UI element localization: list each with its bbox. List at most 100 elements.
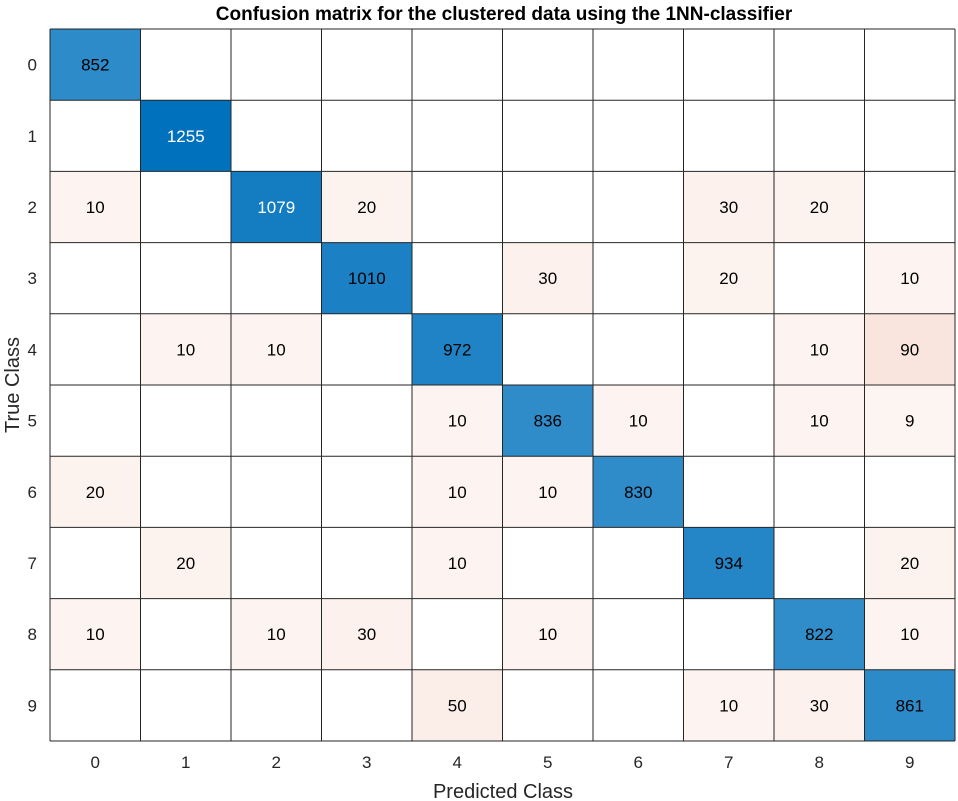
cell-1-5 <box>502 100 593 172</box>
x-tick-8: 8 <box>815 753 824 772</box>
cell-6-9 <box>864 456 955 528</box>
y-tick-3: 3 <box>28 269 37 288</box>
cell-4-9 <box>864 313 955 385</box>
cell-8-7 <box>683 598 774 670</box>
cell-2-1 <box>140 171 231 243</box>
cell-8-5 <box>502 598 593 670</box>
cell-8-0 <box>50 598 141 670</box>
cell-1-2 <box>231 100 322 172</box>
cell-4-3 <box>321 313 412 385</box>
cell-value-4-9: 90 <box>900 340 919 359</box>
cell-value-9-4: 50 <box>448 696 467 715</box>
cell-8-9 <box>864 598 955 670</box>
x-tick-9: 9 <box>905 753 914 772</box>
cell-value-6-6: 830 <box>624 483 652 502</box>
cell-value-7-9: 20 <box>900 554 919 573</box>
cell-5-2 <box>231 385 322 457</box>
cell-0-6 <box>593 29 684 101</box>
cell-5-1 <box>140 385 231 457</box>
cell-4-4 <box>412 313 503 385</box>
cell-value-7-4: 10 <box>448 554 467 573</box>
cell-0-1 <box>140 29 231 101</box>
cell-6-5 <box>502 456 593 528</box>
cell-3-0 <box>50 242 141 314</box>
cell-2-5 <box>502 171 593 243</box>
cell-7-1 <box>140 527 231 599</box>
cell-1-0 <box>50 100 141 172</box>
y-tick-1: 1 <box>28 127 37 146</box>
cell-7-7 <box>683 527 774 599</box>
cell-9-6 <box>593 669 684 741</box>
y-tick-6: 6 <box>28 483 37 502</box>
cell-1-9 <box>864 100 955 172</box>
cell-8-6 <box>593 598 684 670</box>
cell-4-7 <box>683 313 774 385</box>
cell-6-7 <box>683 456 774 528</box>
cell-8-3 <box>321 598 412 670</box>
x-tick-4: 4 <box>453 753 462 772</box>
cell-0-7 <box>683 29 774 101</box>
grid-lines <box>49 28 956 742</box>
cell-value-5-5: 836 <box>534 412 562 431</box>
cell-2-9 <box>864 171 955 243</box>
cell-value-5-9: 9 <box>905 412 914 431</box>
cell-2-3 <box>321 171 412 243</box>
cell-value-9-8: 30 <box>810 696 829 715</box>
cell-value-2-3: 20 <box>357 198 376 217</box>
cell-5-0 <box>50 385 141 457</box>
cell-value-8-9: 10 <box>900 625 919 644</box>
cell-1-8 <box>774 100 865 172</box>
cell-8-2 <box>231 598 322 670</box>
cell-value-2-2: 1079 <box>257 198 295 217</box>
cell-3-9 <box>864 242 955 314</box>
cell-5-5 <box>502 385 593 457</box>
cell-6-6 <box>593 456 684 528</box>
cell-9-8 <box>774 669 865 741</box>
cell-1-4 <box>412 100 503 172</box>
cell-5-9 <box>864 385 955 457</box>
cell-2-6 <box>593 171 684 243</box>
cell-0-4 <box>412 29 503 101</box>
cell-6-0 <box>50 456 141 528</box>
cell-value-3-5: 30 <box>538 269 557 288</box>
cell-2-4 <box>412 171 503 243</box>
cell-1-3 <box>321 100 412 172</box>
cell-8-4 <box>412 598 503 670</box>
cell-4-8 <box>774 313 865 385</box>
cell-6-3 <box>321 456 412 528</box>
cell-7-2 <box>231 527 322 599</box>
cell-2-7 <box>683 171 774 243</box>
cell-7-4 <box>412 527 503 599</box>
cell-value-4-8: 10 <box>810 340 829 359</box>
x-axis-label: Predicted Class <box>433 781 573 801</box>
cell-value-9-7: 10 <box>719 696 738 715</box>
x-tick-labels: 0 1 2 3 4 5 6 7 8 9 <box>91 753 915 772</box>
cell-3-4 <box>412 242 503 314</box>
cell-1-1 <box>140 100 231 172</box>
cell-4-5 <box>502 313 593 385</box>
cell-7-8 <box>774 527 865 599</box>
cell-0-9 <box>864 29 955 101</box>
cell-6-2 <box>231 456 322 528</box>
cell-7-3 <box>321 527 412 599</box>
cell-value-8-8: 822 <box>805 625 833 644</box>
cell-value-4-2: 10 <box>267 340 286 359</box>
y-tick-0: 0 <box>28 56 37 75</box>
cell-value-3-7: 20 <box>719 269 738 288</box>
x-tick-6: 6 <box>634 753 643 772</box>
cell-4-1 <box>140 313 231 385</box>
cell-4-0 <box>50 313 141 385</box>
cell-value-8-2: 10 <box>267 625 286 644</box>
x-tick-3: 3 <box>362 753 371 772</box>
x-tick-1: 1 <box>181 753 190 772</box>
y-tick-8: 8 <box>28 625 37 644</box>
cell-9-2 <box>231 669 322 741</box>
cell-3-3 <box>321 242 412 314</box>
cell-9-1 <box>140 669 231 741</box>
cell-value-7-7: 934 <box>715 554 743 573</box>
cell-5-8 <box>774 385 865 457</box>
y-tick-9: 9 <box>28 696 37 715</box>
y-axis-label: True Class <box>2 337 24 433</box>
cell-3-2 <box>231 242 322 314</box>
